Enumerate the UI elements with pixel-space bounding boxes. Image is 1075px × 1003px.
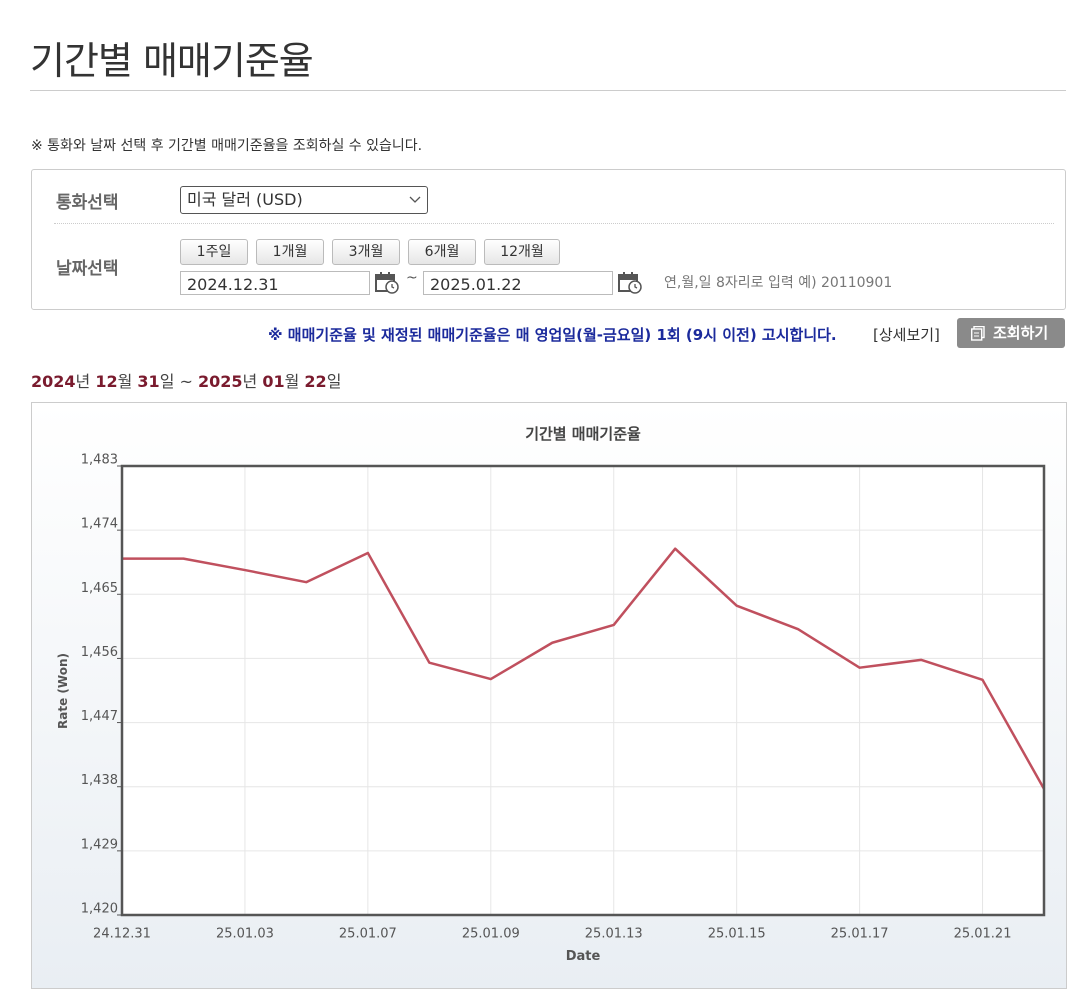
- start-date-input[interactable]: 2024.12.31: [180, 271, 370, 295]
- range-number: 31: [137, 372, 160, 391]
- period-button[interactable]: 3개월: [332, 239, 400, 265]
- range-unit: 일 ~: [159, 372, 198, 391]
- period-button[interactable]: 12개월: [484, 239, 560, 265]
- range-number: 22: [304, 372, 327, 391]
- x-tick-label: 25.01.15: [708, 927, 766, 942]
- y-tick-label: 1,420: [81, 902, 118, 917]
- notice: ※ 매매기준율 및 재정된 매매기준율은 매 영업일(월-금요일) 1회 (9시…: [268, 326, 837, 344]
- search-button-label: 조회하기: [993, 324, 1049, 342]
- search-form: 통화선택 미국 달러 (USD) 날짜선택 2024.12.31 ~ 2025.…: [31, 169, 1066, 310]
- search-icon: [971, 326, 985, 341]
- note: ※ 통화와 날짜 선택 후 기간별 매매기준율을 조회하실 수 있습니다.: [31, 138, 423, 154]
- range-number: 01: [262, 372, 285, 391]
- x-tick-label: 25.01.03: [216, 927, 274, 942]
- y-axis-label: Rate (Won): [56, 653, 70, 729]
- period-button[interactable]: 1개월: [256, 239, 324, 265]
- range-unit: 일: [326, 372, 342, 391]
- detail-link[interactable]: [상세보기]: [873, 326, 940, 344]
- currency-value: 미국 달러 (USD): [187, 190, 303, 209]
- y-tick-label: 1,447: [81, 709, 118, 724]
- chart-panel: 기간별 매매기준율 Date Rate (Won) 1,420 1,429 1,43…: [31, 402, 1067, 989]
- y-tick-label: 1,483: [81, 453, 118, 468]
- date-separator: ~: [406, 270, 418, 286]
- x-tick-label: 24.12.31: [93, 927, 151, 942]
- chart: 기간별 매매기준율 Date Rate (Won) 1,420 1,429 1,43…: [56, 425, 1046, 964]
- data-line: [122, 547, 1046, 790]
- y-tick-label: 1,438: [81, 773, 118, 788]
- x-tick-label: 25.01.17: [831, 927, 889, 942]
- date-label: 날짜선택: [56, 259, 119, 279]
- period-button[interactable]: 1주일: [180, 239, 248, 265]
- range-unit: 월: [284, 372, 305, 391]
- calendar-icon[interactable]: [617, 270, 643, 294]
- range-unit: 년: [242, 372, 263, 391]
- y-tick-label: 1,456: [81, 645, 118, 660]
- x-tick-label: 25.01.09: [462, 927, 520, 942]
- y-tick-label: 1,474: [81, 517, 118, 532]
- range-unit: 년: [75, 372, 96, 391]
- dropdown-arrow: [409, 196, 421, 203]
- date-range: 2024년 12월 31일 ~ 2025년 01월 22일: [31, 368, 341, 392]
- x-tick-label: 25.01.13: [585, 927, 643, 942]
- range-number: 12: [95, 372, 118, 391]
- plot-border: [120, 464, 1046, 917]
- range-number: 2024: [31, 372, 76, 391]
- currency-select[interactable]: 미국 달러 (USD): [180, 186, 428, 214]
- y-tick-label: 1,465: [81, 581, 118, 596]
- period-button[interactable]: 6개월: [408, 239, 476, 265]
- calendar-icon[interactable]: [374, 270, 400, 294]
- search-button[interactable]: 조회하기: [957, 318, 1065, 348]
- plot-area: [122, 466, 1044, 915]
- chart-title: 기간별 매매기준율: [525, 425, 641, 443]
- x-axis-label: Date: [566, 949, 601, 964]
- y-tick-label: 1,429: [81, 837, 118, 852]
- end-date-input[interactable]: 2025.01.22: [423, 271, 613, 295]
- range-number: 2025: [198, 372, 243, 391]
- divider: [30, 90, 1066, 91]
- x-tick-label: 25.01.07: [339, 927, 397, 942]
- x-tick-label: 25.01.21: [954, 927, 1012, 942]
- date-hint: 연,월,일 8자리로 입력 예) 20110901: [664, 275, 893, 291]
- page-title: 기간별 매매기준율: [30, 39, 314, 83]
- range-unit: 월: [117, 372, 138, 391]
- row-separator: [54, 223, 1054, 224]
- currency-label: 통화선택: [56, 193, 119, 213]
